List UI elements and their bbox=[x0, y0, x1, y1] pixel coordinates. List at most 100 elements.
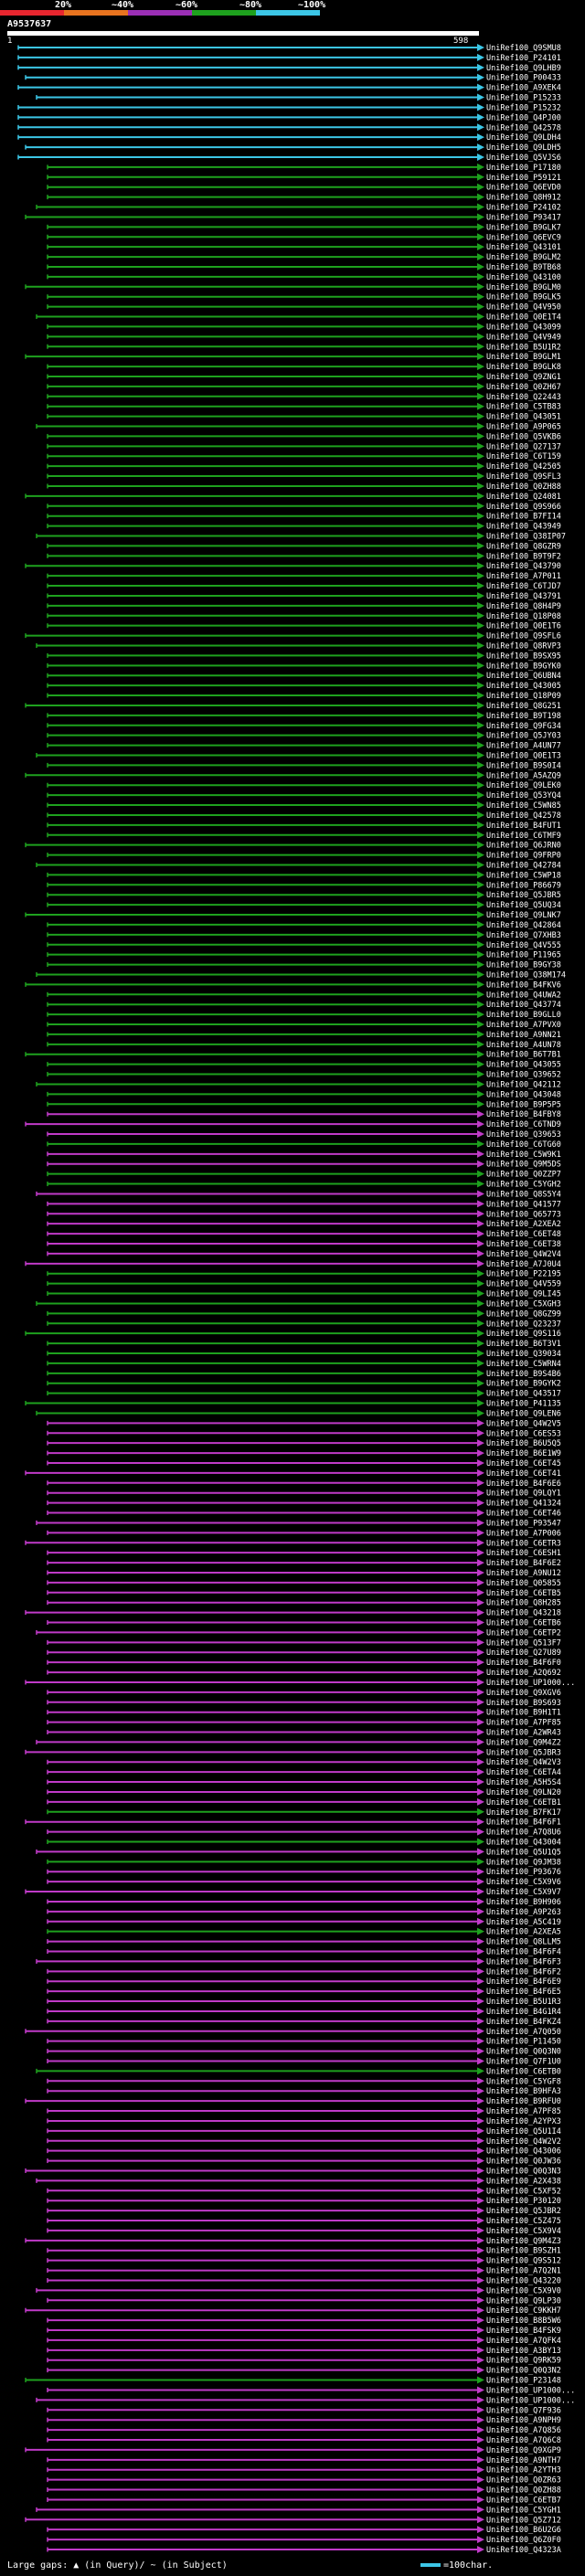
hit-label[interactable]: UniRef100_B4FSK9 bbox=[486, 2327, 561, 2336]
hit-label[interactable]: UniRef100_Q0E1T6 bbox=[486, 622, 561, 631]
hit-label[interactable]: UniRef100_C9KKH7 bbox=[486, 2306, 561, 2316]
hit-label[interactable]: UniRef100_Q8GZR9 bbox=[486, 542, 561, 551]
hit-label[interactable]: UniRef100_Q05855 bbox=[486, 1579, 561, 1588]
hit-label[interactable]: UniRef100_P93676 bbox=[486, 1868, 561, 1877]
hit-label[interactable]: UniRef100_Q9FRP0 bbox=[486, 852, 561, 861]
hit-label[interactable]: UniRef100_P24102 bbox=[486, 204, 561, 213]
hit-label[interactable]: UniRef100_A7Q856 bbox=[486, 2426, 561, 2435]
hit-label[interactable]: UniRef100_B9GLK8 bbox=[486, 363, 561, 372]
hit-label[interactable]: UniRef100_A7Q6C8 bbox=[486, 2436, 561, 2445]
hit-label[interactable]: UniRef100_A9P065 bbox=[486, 423, 561, 432]
hit-label[interactable]: UniRef100_C5XF52 bbox=[486, 2187, 561, 2196]
hit-label[interactable]: UniRef100_B4F6E6 bbox=[486, 1479, 561, 1489]
hit-label[interactable]: UniRef100_Q0Q3N3 bbox=[486, 2167, 561, 2176]
hit-label[interactable]: UniRef100_A2X438 bbox=[486, 2177, 561, 2186]
hit-label[interactable]: UniRef100_Q9LI45 bbox=[486, 1290, 561, 1299]
hit-label[interactable]: UniRef100_Q4W2V5 bbox=[486, 1419, 561, 1428]
hit-label[interactable]: UniRef100_A2YPX3 bbox=[486, 2117, 561, 2126]
hit-label[interactable]: UniRef100_A7P011 bbox=[486, 572, 561, 581]
hit-label[interactable]: UniRef100_Q8H4P9 bbox=[486, 602, 561, 611]
hit-label[interactable]: UniRef100_C5X9V4 bbox=[486, 2227, 561, 2236]
hit-label[interactable]: UniRef100_Q18P08 bbox=[486, 612, 561, 621]
hit-label[interactable]: UniRef100_A7PF85 bbox=[486, 2107, 561, 2116]
hit-label[interactable]: UniRef100_P17180 bbox=[486, 164, 561, 173]
hit-label[interactable]: UniRef100_A2XEA2 bbox=[486, 1220, 561, 1229]
hit-label[interactable]: UniRef100_C6ET46 bbox=[486, 1510, 561, 1519]
hit-label[interactable]: UniRef100_C6ETP2 bbox=[486, 1628, 561, 1638]
hit-label[interactable]: UniRef100_Q4323A bbox=[486, 2546, 561, 2555]
hit-label[interactable]: UniRef100_Q42864 bbox=[486, 921, 561, 930]
hit-label[interactable]: UniRef100_Q41324 bbox=[486, 1500, 561, 1509]
hit-label[interactable]: UniRef100_Q9LN20 bbox=[486, 1788, 561, 1797]
hit-label[interactable]: UniRef100_Q38M174 bbox=[486, 970, 566, 980]
hit-label[interactable]: UniRef100_Q43099 bbox=[486, 323, 561, 332]
hit-label[interactable]: UniRef100_B9T198 bbox=[486, 712, 561, 721]
hit-label[interactable]: UniRef100_A4UN78 bbox=[486, 1041, 561, 1050]
hit-label[interactable]: UniRef100_B9S4B6 bbox=[486, 1370, 561, 1379]
hit-label[interactable]: UniRef100_C5Z475 bbox=[486, 2217, 561, 2226]
hit-label[interactable]: UniRef100_Q7F1U0 bbox=[486, 2057, 561, 2066]
hit-label[interactable]: UniRef100_P22195 bbox=[486, 1270, 561, 1279]
hit-label[interactable]: UniRef100_Q8H285 bbox=[486, 1599, 561, 1608]
hit-label[interactable]: UniRef100_C5WN85 bbox=[486, 801, 561, 811]
hit-label[interactable]: UniRef100_C6ET38 bbox=[486, 1240, 561, 1249]
hit-label[interactable]: UniRef100_Q9FG34 bbox=[486, 722, 561, 731]
hit-label[interactable]: UniRef100_Q5UQ34 bbox=[486, 901, 561, 910]
hit-label[interactable]: UniRef100_B9TB68 bbox=[486, 263, 561, 272]
hit-label[interactable]: UniRef100_Q43051 bbox=[486, 413, 561, 422]
hit-label[interactable]: UniRef100_B5U1R2 bbox=[486, 343, 561, 352]
hit-label[interactable]: UniRef100_Q5JBR3 bbox=[486, 1748, 561, 1757]
hit-label[interactable]: UniRef100_A9NN21 bbox=[486, 1031, 561, 1040]
hit-label[interactable]: UniRef100_P41135 bbox=[486, 1400, 561, 1409]
hit-label[interactable]: UniRef100_Q9RK59 bbox=[486, 2357, 561, 2366]
hit-label[interactable]: UniRef100_Q513F7 bbox=[486, 1638, 561, 1648]
hit-label[interactable]: UniRef100_Q4V559 bbox=[486, 1280, 561, 1289]
hit-label[interactable]: UniRef100_Q43006 bbox=[486, 2147, 561, 2157]
hit-label[interactable]: UniRef100_B9SZH1 bbox=[486, 2247, 561, 2256]
hit-label[interactable]: UniRef100_Q0ZH88 bbox=[486, 2486, 561, 2496]
hit-label[interactable]: UniRef100_Q18P09 bbox=[486, 692, 561, 701]
hit-label[interactable]: UniRef100_Q42505 bbox=[486, 462, 561, 472]
hit-label[interactable]: UniRef100_Q9SFL6 bbox=[486, 632, 561, 641]
hit-label[interactable]: UniRef100_Q5U1Q5 bbox=[486, 1848, 561, 1857]
hit-label[interactable]: UniRef100_B9GY38 bbox=[486, 961, 561, 970]
hit-label[interactable]: UniRef100_A7P006 bbox=[486, 1529, 561, 1538]
hit-label[interactable]: UniRef100_C5TB83 bbox=[486, 403, 561, 412]
hit-label[interactable]: UniRef100_B6U2G6 bbox=[486, 2526, 561, 2535]
hit-label[interactable]: UniRef100_A9P263 bbox=[486, 1908, 561, 1917]
hit-label[interactable]: UniRef100_Q42112 bbox=[486, 1080, 561, 1089]
hit-label[interactable]: UniRef100_Q0JW36 bbox=[486, 2157, 561, 2167]
hit-label[interactable]: UniRef100_A7J0U4 bbox=[486, 1260, 561, 1269]
hit-label[interactable]: UniRef100_Q4V555 bbox=[486, 941, 561, 950]
hit-label[interactable]: UniRef100_Q8S5Y4 bbox=[486, 1190, 561, 1199]
hit-label[interactable]: UniRef100_C6TG60 bbox=[486, 1140, 561, 1150]
hit-label[interactable]: UniRef100_Q4UWA2 bbox=[486, 991, 561, 1000]
hit-label[interactable]: UniRef100_A4UN77 bbox=[486, 742, 561, 751]
hit-label[interactable]: UniRef100_B4F6F3 bbox=[486, 1957, 561, 1966]
hit-label[interactable]: UniRef100_B9GYK0 bbox=[486, 662, 561, 671]
hit-label[interactable]: UniRef100_C5W9K1 bbox=[486, 1150, 561, 1160]
hit-label[interactable]: UniRef100_Q9LP30 bbox=[486, 2296, 561, 2306]
hit-label[interactable]: UniRef100_Q9LNK7 bbox=[486, 911, 561, 920]
hit-label[interactable]: UniRef100_A2Q692 bbox=[486, 1669, 561, 1678]
hit-label[interactable]: UniRef100_Q0ZR63 bbox=[486, 2476, 561, 2486]
hit-label[interactable]: UniRef100_C6ETB6 bbox=[486, 1619, 561, 1628]
hit-label[interactable]: UniRef100_Q5Z712 bbox=[486, 2516, 561, 2525]
hit-label[interactable]: UniRef100_Q9M5DS bbox=[486, 1161, 561, 1170]
hit-label[interactable]: UniRef100_C6ETB1 bbox=[486, 1798, 561, 1807]
hit-label[interactable]: UniRef100_A7QFK4 bbox=[486, 2337, 561, 2346]
hit-label[interactable]: UniRef100_Q4W2V2 bbox=[486, 2137, 561, 2147]
hit-label[interactable]: UniRef100_B9T9F2 bbox=[486, 552, 561, 561]
hit-label[interactable]: UniRef100_C6ESH1 bbox=[486, 1549, 561, 1558]
hit-label[interactable]: UniRef100_Q27137 bbox=[486, 442, 561, 451]
hit-label[interactable]: UniRef100_B9H1T1 bbox=[486, 1709, 561, 1718]
hit-label[interactable]: UniRef100_B6T3V1 bbox=[486, 1340, 561, 1349]
hit-label[interactable]: UniRef100_C6TND9 bbox=[486, 1120, 561, 1129]
hit-label[interactable]: UniRef100_Q5U1I4 bbox=[486, 2127, 561, 2136]
hit-label[interactable]: UniRef100_B9SX95 bbox=[486, 652, 561, 661]
hit-label[interactable]: UniRef100_P86679 bbox=[486, 881, 561, 890]
hit-label[interactable]: UniRef100_C5X9V7 bbox=[486, 1888, 561, 1897]
hit-label[interactable]: UniRef100_Q5JBR5 bbox=[486, 891, 561, 900]
hit-label[interactable]: UniRef100_Q23237 bbox=[486, 1320, 561, 1329]
hit-label[interactable]: UniRef100_Q9XGP9 bbox=[486, 2446, 561, 2455]
